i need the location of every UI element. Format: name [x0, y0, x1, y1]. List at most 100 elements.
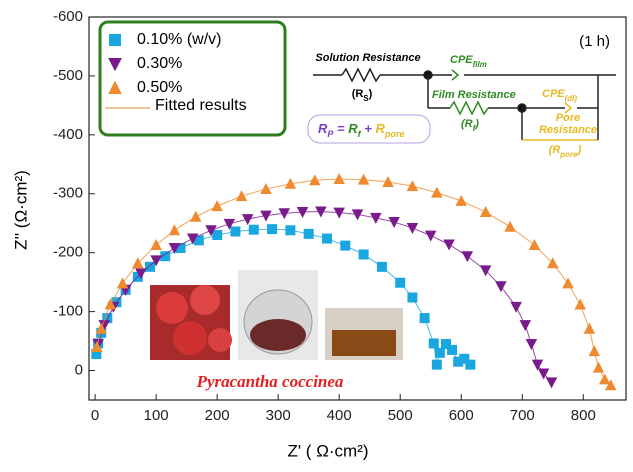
point [546, 377, 558, 388]
label-part: ) [369, 88, 373, 100]
point [504, 221, 516, 232]
point [340, 241, 350, 251]
point [285, 225, 295, 235]
legend-label: 0.50% [137, 79, 182, 96]
point [431, 187, 443, 198]
label-sub: pore [559, 150, 578, 159]
point [510, 302, 522, 313]
berry [173, 321, 207, 355]
point [425, 231, 437, 242]
resistor [342, 69, 380, 81]
label-part: CPE [542, 88, 565, 100]
x-tick-label: 300 [266, 407, 291, 424]
point [145, 262, 155, 272]
point [169, 224, 181, 235]
point [333, 173, 345, 184]
point [420, 313, 430, 323]
label-part: (R [549, 144, 561, 156]
extract [332, 330, 396, 356]
label-sub: (dl) [565, 94, 578, 103]
y-tick-label: -500 [53, 67, 83, 84]
chart: Pyracantha coccinea (1 h) Solution Resis… [0, 0, 633, 467]
point [117, 277, 129, 288]
y-tick-label: -300 [53, 185, 83, 202]
berry [190, 285, 220, 315]
circuit-label: Pore [556, 112, 580, 124]
label-part: (R [461, 118, 473, 130]
label-part: ) [577, 144, 582, 156]
point [599, 373, 611, 384]
y-axis-title: Z'' (Ω·cm²) [11, 170, 30, 250]
legend-label: 0.10% (w/v) [137, 31, 221, 48]
equation: RP = Rf + Rpore [318, 121, 404, 139]
point [429, 338, 439, 348]
berry [156, 292, 188, 324]
point [593, 362, 605, 373]
y-tick-label: -200 [53, 244, 83, 261]
y-tick-label: -600 [53, 8, 83, 25]
x-tick-label: 200 [205, 407, 230, 424]
x-tick-label: 100 [144, 407, 169, 424]
x-tick-label: 700 [510, 407, 535, 424]
point [407, 292, 417, 302]
point [465, 360, 475, 370]
y-tick-label: 0 [75, 362, 83, 379]
point [526, 339, 538, 350]
circuit-label: Solution Resistance [315, 52, 420, 64]
label-part: (R [352, 88, 364, 100]
point [304, 229, 314, 239]
x-tick-label: 800 [571, 407, 596, 424]
point [150, 239, 162, 250]
point [432, 360, 442, 370]
circuit-label: (Rpore) [549, 144, 582, 159]
point [480, 206, 492, 217]
point [242, 214, 254, 225]
y-tick-label: -100 [53, 303, 83, 320]
point [529, 239, 541, 250]
x-tick-label: 400 [327, 407, 352, 424]
legend-label: Fitted results [155, 97, 247, 114]
point [574, 299, 586, 310]
point [388, 217, 400, 228]
flask-contents [250, 319, 306, 351]
point [584, 323, 596, 334]
point [562, 277, 574, 288]
point [407, 223, 419, 234]
berry [208, 328, 232, 352]
x-tick-label: 500 [388, 407, 413, 424]
point [447, 345, 457, 355]
cpe-film [452, 70, 458, 80]
time-label: (1 h) [579, 33, 610, 50]
x-axis-title: Z' ( Ω·cm²) [287, 441, 368, 460]
point [212, 230, 222, 240]
label-part: ) [474, 118, 479, 130]
film-resistor [450, 102, 488, 114]
point [211, 200, 223, 211]
circuit-label: Film Resistance [432, 89, 516, 101]
point [190, 211, 202, 222]
label-sub: film [473, 60, 487, 69]
point [377, 262, 387, 272]
point [395, 278, 405, 288]
point [359, 249, 369, 259]
circuit-label: (RS) [352, 88, 373, 103]
circuit-label: Resistance [539, 124, 597, 136]
point [249, 225, 259, 235]
point [236, 190, 248, 201]
point [520, 320, 532, 331]
x-tick-label: 600 [449, 407, 474, 424]
equation-part: + [361, 121, 376, 136]
point [267, 224, 277, 234]
equation-sub: pore [384, 129, 405, 139]
point [455, 195, 467, 206]
legend-marker [109, 34, 121, 46]
point [322, 234, 332, 244]
species-label: Pyracantha coccinea [196, 372, 344, 391]
legend-label: 0.30% [137, 55, 182, 72]
point [589, 345, 601, 356]
y-tick-label: -400 [53, 126, 83, 143]
x-tick-label: 0 [91, 407, 99, 424]
point [462, 251, 474, 262]
label-part: CPE [450, 54, 473, 66]
photos [150, 270, 403, 360]
